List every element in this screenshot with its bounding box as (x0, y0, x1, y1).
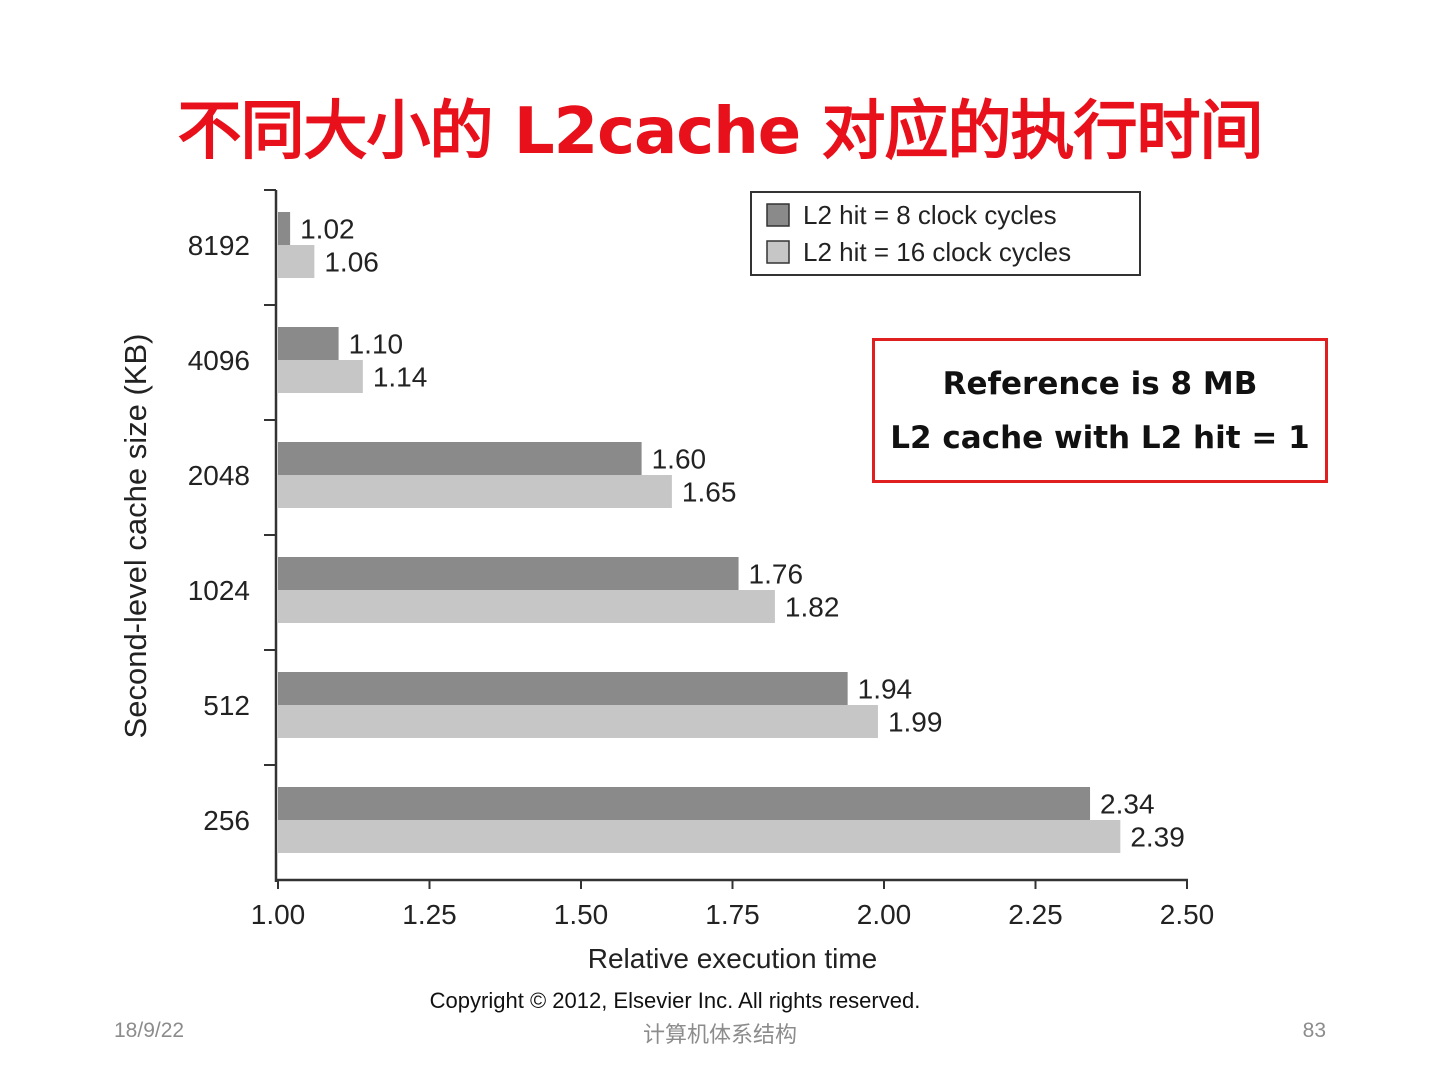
bar-256-series-2 (278, 820, 1121, 853)
reference-note-line-1: Reference is 8 MB (942, 365, 1258, 402)
data-label-2048-series-2: 1.65 (682, 477, 737, 508)
bar-chart: 1.021.06 1.101.14 1.601.65 1.761.82 1.941.99… (118, 189, 1215, 974)
bar-8192-series-2 (278, 245, 315, 278)
x-tick-label-4: 2.00 (857, 899, 912, 930)
y-tick-label-4096: 4096 (188, 345, 250, 376)
bar-4096-series-1 (278, 327, 339, 360)
x-tick-label-6: 2.50 (1160, 899, 1215, 930)
data-label-1024-series-2: 1.82 (785, 592, 840, 623)
x-tick-label-5: 2.25 (1008, 899, 1063, 930)
legend-swatch-2 (766, 240, 790, 264)
data-label-512-series-2: 1.99 (888, 707, 943, 738)
y-tick-label-2048: 2048 (188, 460, 250, 491)
axis-layer: 8192 4096 2048 1024 512 256 1.00 1.25 1.50 1.75 2.… (118, 189, 1215, 974)
data-label-8192-series-1: 1.02 (300, 214, 355, 245)
legend-frame (750, 191, 1141, 276)
y-axis-title: Second-level cache size (KB) (118, 334, 153, 739)
data-label-8192-series-2: 1.06 (324, 247, 379, 278)
bar-512-series-2 (278, 705, 878, 738)
legend-swatch-1 (766, 203, 790, 227)
legend-label-1: L2 hit = 8 clock cycles (803, 200, 1057, 230)
bar-2048-series-2 (278, 475, 672, 508)
bar-8192-series-1 (278, 212, 291, 245)
bar-256-series-1 (278, 787, 1091, 820)
bar-1024-series-1 (278, 557, 739, 590)
y-tick-label-8192: 8192 (188, 230, 250, 261)
copyright-text: Copyright © 2012, Elsevier Inc. All righ… (429, 988, 921, 1013)
reference-note-box: Reference is 8 MB L2 cache with L2 hit =… (872, 338, 1328, 483)
bar-512-series-1 (278, 672, 848, 705)
x-tick-label-2: 1.50 (554, 899, 609, 930)
x-tick-label-1: 1.25 (402, 899, 457, 930)
x-tick-label-0: 1.00 (251, 899, 306, 930)
y-tick-label-512: 512 (203, 690, 250, 721)
footer-course-name: 计算机体系结构 (642, 1023, 797, 1048)
x-tick-label-3: 1.75 (705, 899, 760, 930)
data-label-4096-series-1: 1.10 (349, 329, 404, 360)
y-tick-label-256: 256 (203, 805, 250, 836)
bar-2048-series-1 (278, 442, 642, 475)
legend-label-2: L2 hit = 16 clock cycles (803, 237, 1071, 267)
reference-note-line-2: L2 cache with L2 hit = 1 (890, 419, 1310, 456)
bar-4096-series-2 (278, 360, 363, 393)
data-label-256-series-1: 2.34 (1100, 789, 1155, 820)
data-label-4096-series-2: 1.14 (373, 362, 428, 393)
bar-1024-series-2 (278, 590, 775, 623)
data-label-2048-series-1: 1.60 (652, 444, 707, 475)
chart-legend: L2 hit = 8 clock cycles L2 hit = 16 clock… (750, 191, 1141, 276)
y-tick-label-1024: 1024 (188, 575, 250, 606)
footer-date: 18/9/22 (114, 1019, 185, 1042)
bars-layer: 1.021.06 1.101.14 1.601.65 1.761.82 1.941.99… (278, 212, 1185, 853)
page-number: 83 (1302, 1019, 1326, 1042)
data-label-1024-series-1: 1.76 (749, 559, 804, 590)
data-label-256-series-2: 2.39 (1130, 822, 1185, 853)
x-axis-title: Relative execution time (588, 943, 877, 974)
data-label-512-series-1: 1.94 (858, 674, 913, 705)
slide-title: 不同大小的 L2cache 对应的执行时间 (177, 95, 1264, 169)
